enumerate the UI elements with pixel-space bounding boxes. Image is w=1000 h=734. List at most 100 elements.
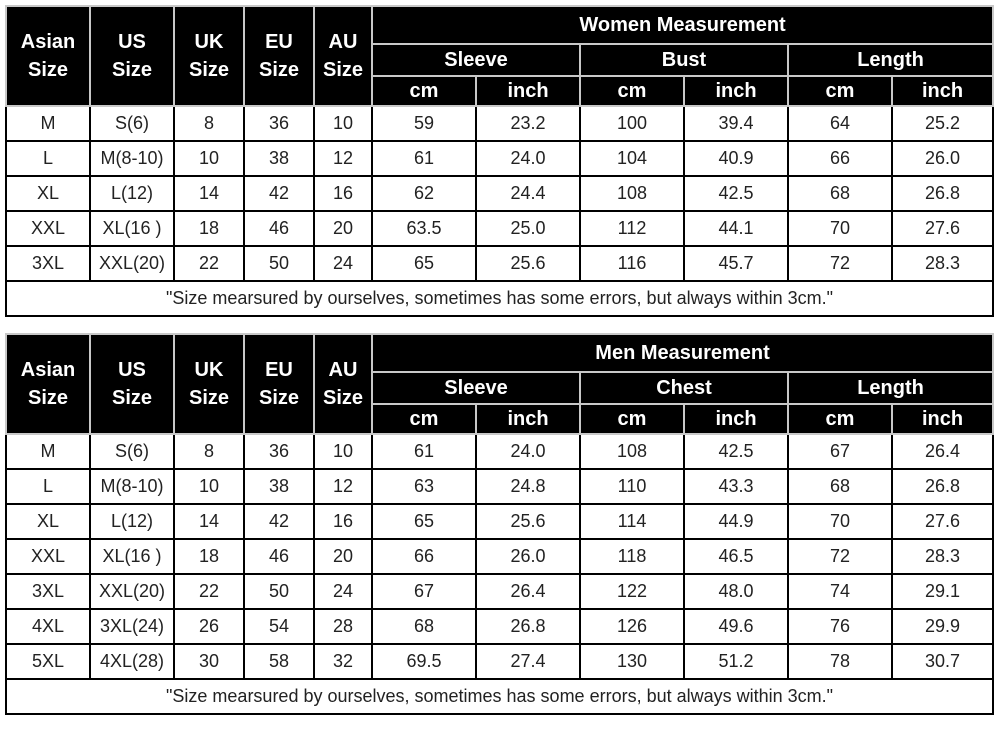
cell-group1-inch: 24.4 [475,175,581,212]
cell-group1-cm: 65 [371,245,477,282]
cell-uk-size: 14 [173,175,245,212]
cell-group3-inch: 27.6 [890,210,995,247]
cell-eu-size: 58 [243,643,315,680]
cell-group1-cm: 61 [371,140,477,177]
unit-cm: cm [579,403,685,435]
cell-us-size: XXL(20) [89,245,175,282]
header-uk-size: UK Size [173,333,245,435]
header-line1: AU [328,359,358,381]
cell-group2-inch: 51.2 [683,643,789,680]
cell-group3-cm: 68 [787,175,893,212]
cell-group3-inch: 27.6 [890,503,995,540]
group-header-row: Sleeve Chest Length [6,371,995,405]
cell-uk-size: 26 [173,608,245,645]
header-us-size: US Size [89,5,175,107]
cell-group2-inch: 40.9 [683,140,789,177]
cell-group1-cm: 59 [371,105,477,142]
measurement-note: "Size mearsured by ourselves, sometimes … [4,280,995,317]
cell-asian-size: 3XL [5,245,91,282]
header-au-size: AU Size [313,333,373,435]
header-line2: Size [322,387,364,409]
table-row: 4XL 3XL(24) 26 54 28 68 26.8 126 49.6 76 29.9 [5,608,995,645]
cell-us-size: M(8-10) [89,140,175,177]
cell-group1-inch: 25.6 [475,503,581,540]
group-header: Chest [579,371,789,405]
cell-group1-cm: 63 [371,468,477,505]
cell-us-size: S(6) [89,433,175,470]
header-line2: Size [188,59,230,81]
group-header: Length [786,43,995,77]
men-size-table: Asian Size US Size UK Size EU Size AU Size Men Mea… [4,333,995,715]
table-row: L M(8-10) 10 38 12 61 24.0 104 40.9 66 26.0 [5,140,995,177]
cell-group2-cm: 126 [579,608,685,645]
cell-group3-cm: 70 [787,210,893,247]
cell-group3-cm: 74 [787,573,893,610]
table-row: 3XL XXL(20) 22 50 24 65 25.6 116 45.7 72 28.3 [5,245,995,282]
cell-group1-inch: 24.8 [475,468,581,505]
cell-group3-inch: 25.2 [890,105,995,142]
header-line1: Asian [20,31,76,53]
cell-au-size: 16 [313,175,373,212]
cell-group3-cm: 70 [787,503,893,540]
table-title: Men Measurement [370,333,995,373]
cell-uk-size: 10 [173,140,245,177]
cell-group1-cm: 62 [371,175,477,212]
cell-group3-cm: 72 [787,245,893,282]
cell-au-size: 20 [313,210,373,247]
header-line2: Size [111,59,153,81]
cell-asian-size: XXL [5,210,91,247]
cell-eu-size: 36 [243,105,315,142]
group-header: Length [786,371,995,405]
table-row: M S(6) 8 36 10 59 23.2 100 39.4 64 25.2 [5,105,995,142]
cell-group2-cm: 100 [579,105,685,142]
cell-group1-inch: 26.0 [475,538,581,575]
cell-group2-cm: 118 [579,538,685,575]
cell-us-size: XL(16 ) [89,538,175,575]
cell-us-size: S(6) [89,105,175,142]
cell-au-size: 10 [313,105,373,142]
cell-group2-cm: 116 [579,245,685,282]
cell-group2-cm: 110 [579,468,685,505]
cell-group2-inch: 45.7 [683,245,789,282]
cell-group3-cm: 68 [787,468,893,505]
cell-asian-size: L [5,468,91,505]
header-line1: US [118,359,146,381]
header-row: Asian Size US Size UK Size EU Size AU Size Men Mea… [5,333,995,435]
table-row: XXL XL(16 ) 18 46 20 63.5 25.0 112 44.1 70 27.6 [5,210,995,247]
unit-cm: cm [371,75,477,107]
cell-us-size: L(12) [89,175,175,212]
cell-uk-size: 30 [173,643,245,680]
cell-group1-cm: 61 [371,433,477,470]
header-line2: Size [188,387,230,409]
cell-group3-inch: 28.3 [890,245,995,282]
group-header: Bust [579,43,789,77]
unit-cm: cm [787,75,893,107]
cell-eu-size: 46 [243,210,315,247]
cell-asian-size: L [5,140,91,177]
header-us-size: US Size [89,333,175,435]
cell-group1-cm: 66 [371,538,477,575]
cell-asian-size: M [5,433,91,470]
cell-group3-cm: 72 [787,538,893,575]
cell-asian-size: XL [5,175,91,212]
cell-uk-size: 18 [173,538,245,575]
note-row: "Size mearsured by ourselves, sometimes … [4,280,995,317]
cell-group2-inch: 42.5 [683,175,789,212]
cell-eu-size: 42 [243,175,315,212]
cell-us-size: 4XL(28) [89,643,175,680]
header-line2: Size [27,387,69,409]
unit-cm: cm [579,75,685,107]
cell-group2-cm: 108 [579,175,685,212]
cell-group2-cm: 104 [579,140,685,177]
cell-au-size: 12 [313,468,373,505]
cell-uk-size: 22 [173,573,245,610]
cell-group3-inch: 28.3 [890,538,995,575]
table-row: L M(8-10) 10 38 12 63 24.8 110 43.3 68 26.8 [5,468,995,505]
cell-au-size: 24 [313,245,373,282]
cell-group2-cm: 130 [579,643,685,680]
cell-eu-size: 38 [243,468,315,505]
cell-group1-inch: 24.0 [475,433,581,470]
cell-us-size: XXL(20) [89,573,175,610]
cell-eu-size: 50 [243,245,315,282]
unit-header-row: cm inch cm inch cm inch [6,403,995,435]
